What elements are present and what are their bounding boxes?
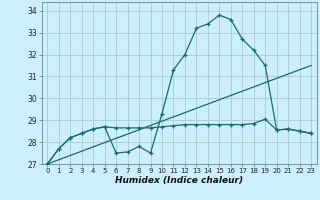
X-axis label: Humidex (Indice chaleur): Humidex (Indice chaleur) <box>115 176 243 185</box>
